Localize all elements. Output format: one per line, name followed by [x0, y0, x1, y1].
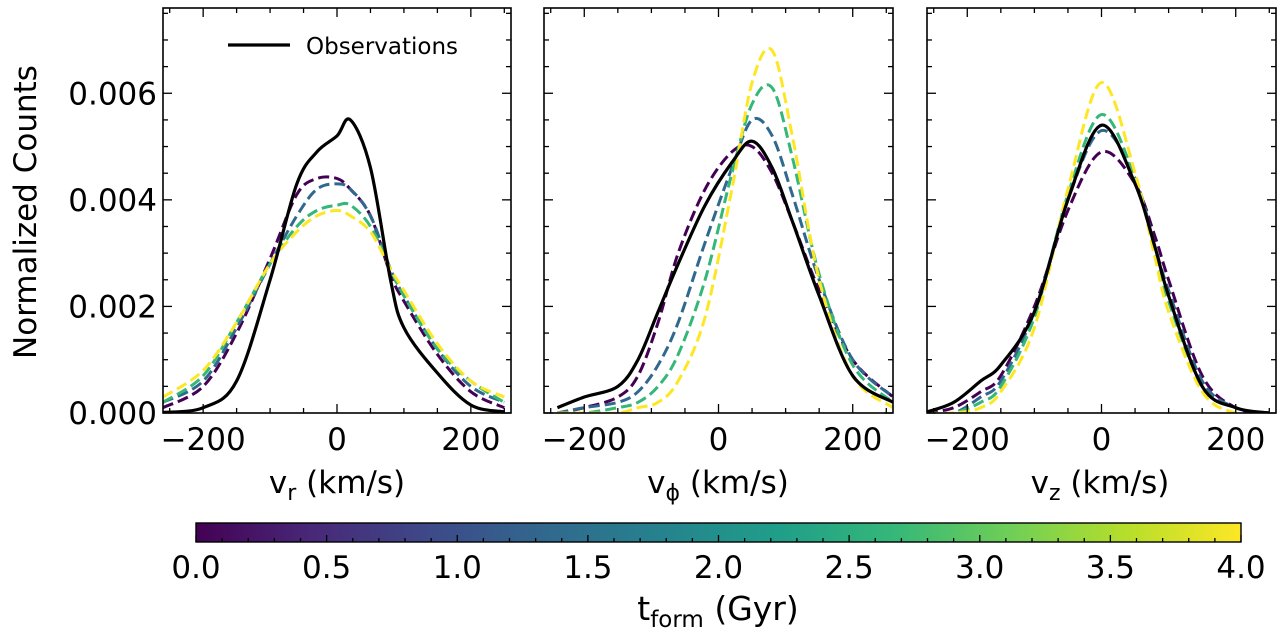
- panel-vr: −200 0 200 0.000 0.002 0.004 0.006: [68, 7, 512, 458]
- y-tick-label: 0.004: [68, 183, 157, 219]
- series-tform-1p5-line: [927, 129, 1270, 413]
- x-tick-label: 0: [1092, 422, 1112, 458]
- x-tick-label: −200: [161, 422, 246, 458]
- colorbar-tick-label: 1.0: [433, 550, 482, 586]
- series-tform-4-line: [927, 81, 1270, 413]
- series-tform-4-line: [163, 208, 505, 399]
- series-tform-0-line: [557, 143, 893, 413]
- colorbar-tick-label: 2.5: [824, 550, 873, 586]
- panel-vphi: −200 0 200: [542, 7, 894, 458]
- x-tick-label: −200: [925, 422, 1010, 458]
- colorbar-tick-label: 3.0: [955, 550, 1004, 586]
- x-axis-title-vphi: vϕ (km/s): [647, 465, 789, 506]
- series-observations-line: [927, 123, 1270, 413]
- legend: Observations: [228, 34, 458, 60]
- series-observations-line: [556, 139, 893, 410]
- colorbar-tick-label: 0.5: [302, 550, 351, 586]
- series-tform-1-line: [163, 182, 505, 404]
- colorbar-ticks: 0.0 0.5 1.0 1.5 2.0 2.5 3.0 3.5 4.0: [171, 535, 1266, 586]
- y-tick-label: 0.006: [68, 76, 157, 112]
- x-tick-label: 200: [441, 422, 500, 458]
- x-tick-label: 200: [823, 422, 882, 458]
- y-tick-label: 0.002: [68, 289, 157, 325]
- series-observations-line: [163, 117, 505, 413]
- x-tick-label: 0: [327, 422, 347, 458]
- series-tform-0-line: [927, 149, 1270, 413]
- legend-label-observations: Observations: [306, 34, 458, 60]
- series-tform-2p5-line: [557, 83, 893, 413]
- series-tform-1p5-line: [557, 116, 893, 413]
- y-axis-title: Normalized Counts: [8, 65, 44, 359]
- series-tform-4-line: [557, 47, 893, 413]
- x-tick-label: 200: [1206, 422, 1265, 458]
- x-tick-label: 0: [709, 422, 729, 458]
- series-tform-0-line: [163, 175, 505, 410]
- colorbar-tick-label: 4.0: [1216, 550, 1265, 586]
- colorbar-tick-label: 3.5: [1086, 550, 1135, 586]
- x-tick-label: −200: [542, 422, 627, 458]
- colorbar-title: tform (Gyr): [637, 589, 799, 629]
- colorbar-tick-label: 0.0: [171, 550, 220, 586]
- colorbar-tick-label: 2.0: [694, 550, 743, 586]
- plot-frame: [926, 7, 1277, 414]
- panel-vz: −200 0 200: [925, 7, 1277, 458]
- x-axis-title-vr: vr (km/s): [269, 465, 405, 506]
- y-tick-label: 0.000: [68, 396, 157, 432]
- x-axis-title-vz: vz (km/s): [1031, 465, 1170, 506]
- colorbar-tick-label: 1.5: [563, 550, 612, 586]
- colorbar: 0.0 0.5 1.0 1.5 2.0 2.5 3.0 3.5 4.0 tform (Gyr): [171, 522, 1266, 633]
- series-tform-2p5-line: [927, 113, 1270, 413]
